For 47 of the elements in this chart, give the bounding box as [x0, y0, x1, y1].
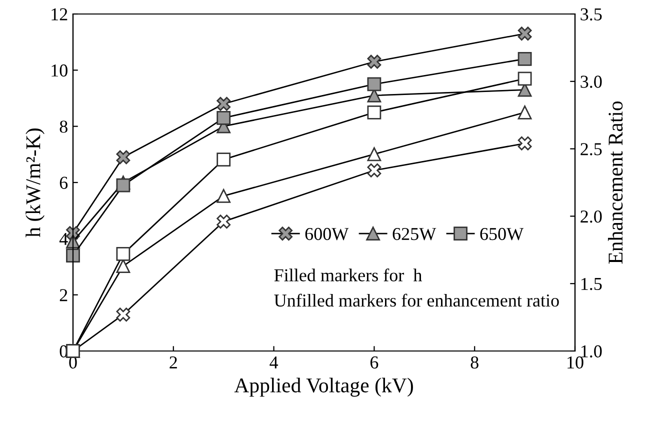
point: [216, 96, 231, 111]
point: [518, 52, 532, 66]
point: [116, 247, 130, 261]
point: [216, 152, 231, 167]
x-tick-label: 10: [568, 356, 584, 369]
point: [518, 105, 532, 120]
point: [367, 147, 382, 162]
legend-label: 650W: [480, 228, 524, 240]
annotation: Filled markers for h: [274, 268, 422, 282]
point: [367, 163, 382, 178]
point: [518, 26, 532, 41]
point: [216, 110, 231, 125]
y2-tick-label: 2.0: [580, 210, 602, 223]
y-axis-title: h (kW/m²-K): [26, 128, 45, 238]
point: [518, 136, 532, 150]
x-tick-label: 4: [270, 356, 278, 368]
point: [116, 308, 130, 322]
point: [216, 189, 231, 203]
point: [66, 248, 80, 262]
y2-tick-label: 3.5: [580, 8, 602, 21]
point: [367, 77, 382, 92]
point: [367, 105, 382, 120]
x-axis-title: Applied Voltage (kV): [234, 378, 413, 397]
point: [367, 54, 382, 69]
point: [116, 150, 130, 164]
y-tick-label: 2: [60, 289, 68, 302]
y-tick-label: 6: [60, 176, 68, 189]
y-tick-label: 12: [52, 8, 68, 20]
x-tick-label: 8: [470, 356, 478, 369]
point: [116, 259, 130, 274]
y2-tick-label: 3.0: [580, 76, 602, 88]
y2-axis-title: Enhancement Ratio: [608, 101, 623, 264]
x-tick-label: 6: [370, 356, 378, 369]
legend-label: 625W: [392, 228, 436, 240]
y2-tick-label: 1.5: [581, 278, 602, 290]
x-tick-label: 2: [170, 356, 177, 368]
point: [518, 72, 532, 86]
annotation: Unfilled markers for enhancement ratio: [274, 294, 559, 307]
legend-label: 600W: [305, 228, 349, 240]
y2-tick-label: 1.0: [581, 345, 602, 358]
point: [116, 178, 130, 192]
point: [216, 214, 231, 229]
point: [66, 344, 80, 358]
y-tick-label: 8: [60, 120, 68, 133]
y2-tick-label: 2.5: [580, 143, 602, 156]
y-tick-label: 10: [52, 64, 68, 77]
y-tick-label: 4: [59, 233, 68, 245]
